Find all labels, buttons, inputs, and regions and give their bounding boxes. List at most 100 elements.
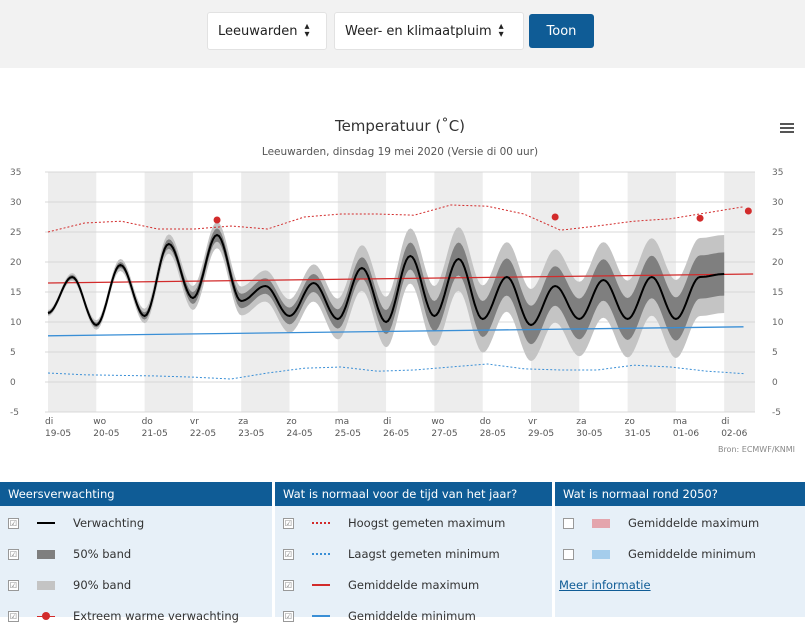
- legend-label: Laagst gemeten minimum: [348, 547, 500, 561]
- extreme-warm-point: [551, 213, 559, 221]
- legend-forecast-header: Weersverwachting: [0, 482, 272, 506]
- y-tick-label-right: 0: [772, 378, 778, 388]
- avg-min-line: [47, 326, 744, 337]
- x-tick-date: 22-05: [190, 429, 216, 439]
- x-tick-date: 28-05: [480, 429, 506, 439]
- highest-max-line: [47, 204, 744, 233]
- legend-item-band50[interactable]: ☑ 50% band: [0, 544, 131, 564]
- checkbox-icon[interactable]: ☑: [283, 610, 294, 622]
- x-tick-date: 19-05: [45, 429, 71, 439]
- band-symbol-icon: [592, 518, 614, 528]
- select-arrows-icon: ▴ ▾: [498, 21, 504, 40]
- x-tick-day: zo: [625, 417, 636, 427]
- chart-credit: Bron: ECMWF/KNMI: [718, 445, 795, 454]
- checkbox-icon[interactable]: ☑: [8, 610, 19, 622]
- checkbox-icon[interactable]: ☑: [8, 548, 19, 560]
- checkbox-icon[interactable]: ☑: [283, 517, 294, 529]
- x-tick-day: zo: [287, 417, 298, 427]
- y-tick-label-right: -5: [772, 408, 781, 418]
- x-tick-day: wo: [93, 417, 106, 427]
- checkbox-icon[interactable]: ☑: [283, 579, 294, 591]
- extreme-warm-point: [213, 216, 221, 224]
- y-tick-label-right: 35: [772, 168, 783, 178]
- checkbox-icon[interactable]: ☑: [283, 548, 294, 560]
- legend-item-avg-min[interactable]: ☑ Gemiddelde minimum: [275, 606, 476, 626]
- y-tick-label-left: 10: [10, 318, 22, 328]
- legend-label: Extreem warme verwachting: [73, 609, 239, 623]
- view-select-value: Weer- en klimaatpluim: [345, 23, 492, 39]
- line-symbol-icon: [37, 518, 59, 528]
- x-tick-date: 26-05: [383, 429, 409, 439]
- x-tick-day: do: [142, 417, 154, 427]
- legend-item-future-max[interactable]: Gemiddelde maximum: [555, 513, 759, 533]
- checkbox-icon[interactable]: ☑: [8, 579, 19, 591]
- y-tick-label-left: 15: [10, 288, 21, 298]
- x-tick-day: ma: [335, 417, 349, 427]
- checkbox-icon[interactable]: ☑: [8, 517, 19, 529]
- chart-subtitle: Leeuwarden, dinsdag 19 mei 2020 (Versie …: [262, 146, 538, 158]
- legend-item-band90[interactable]: ☑ 90% band: [0, 575, 131, 595]
- legend-panel: Weersverwachting ☑ Verwachting ☑ 50% ban…: [0, 482, 805, 623]
- y-tick-label-right: 5: [772, 348, 778, 358]
- band-symbol-icon: [37, 580, 59, 590]
- legend-item-lowest-min[interactable]: ☑ Laagst gemeten minimum: [275, 544, 500, 564]
- select-arrows-icon: ▴ ▾: [304, 21, 310, 40]
- checkbox-icon[interactable]: [563, 548, 574, 560]
- legend-item-highest-max[interactable]: ☑ Hoogst gemeten maximum: [275, 513, 505, 533]
- line-symbol-icon: [312, 580, 334, 590]
- x-tick-day: di: [721, 417, 729, 427]
- x-tick-date: 29-05: [528, 429, 554, 439]
- legend-2050-header: Wat is normaal rond 2050?: [555, 482, 805, 506]
- x-tick-date: 20-05: [93, 429, 119, 439]
- x-tick-date: 24-05: [287, 429, 313, 439]
- location-select-value: Leeuwarden: [218, 23, 298, 39]
- legend-label: Gemiddelde maximum: [628, 516, 760, 530]
- x-tick-date: 31-05: [625, 429, 651, 439]
- show-button[interactable]: Toon: [529, 14, 594, 48]
- temperature-chart: Temperatuur (˚C) Leeuwarden, dinsdag 19 …: [0, 110, 805, 460]
- x-tick-date: 25-05: [335, 429, 361, 439]
- legend-label: Gemiddelde maximum: [348, 578, 480, 592]
- x-tick-day: di: [383, 417, 391, 427]
- y-tick-label-left: 30: [10, 198, 22, 208]
- x-tick-date: 27-05: [431, 429, 457, 439]
- band-symbol-icon: [592, 549, 614, 559]
- legend-normal-header: Wat is normaal voor de tijd van het jaar…: [275, 482, 552, 506]
- dotted-line-symbol-icon: [312, 518, 334, 528]
- y-tick-label-left: 35: [10, 168, 21, 178]
- top-controls-bar: Leeuwarden ▴ ▾ Weer- en klimaatpluim ▴ ▾ T…: [0, 0, 805, 68]
- dot-symbol-icon: [37, 611, 59, 621]
- hamburger-menu-icon[interactable]: [780, 123, 794, 133]
- legend-item-extreme[interactable]: ☑ Extreem warme verwachting: [0, 606, 239, 626]
- y-tick-label-left: 5: [10, 348, 16, 358]
- dotted-line-symbol-icon: [312, 549, 334, 559]
- x-tick-date: 21-05: [142, 429, 168, 439]
- x-tick-day: vr: [528, 417, 537, 427]
- legend-label: 50% band: [73, 547, 132, 561]
- more-info-link[interactable]: Meer informatie: [559, 578, 651, 592]
- y-tick-label-right: 10: [772, 318, 784, 328]
- y-tick-label-right: 15: [772, 288, 783, 298]
- legend-item-forecast[interactable]: ☑ Verwachting: [0, 513, 144, 533]
- checkbox-icon[interactable]: [563, 517, 574, 529]
- legend-item-future-min[interactable]: Gemiddelde minimum: [555, 544, 756, 564]
- y-tick-label-left: 20: [10, 258, 22, 268]
- chart-svg: Temperatuur (˚C) Leeuwarden, dinsdag 19 …: [10, 117, 795, 454]
- y-tick-label-left: -5: [10, 408, 19, 418]
- band-90: [48, 221, 725, 361]
- x-tick-day: do: [480, 417, 492, 427]
- view-select[interactable]: Weer- en klimaatpluim ▴ ▾: [334, 12, 524, 50]
- legend-label: Hoogst gemeten maximum: [348, 516, 506, 530]
- legend-label: Gemiddelde minimum: [628, 547, 756, 561]
- x-tick-date: 30-05: [576, 429, 602, 439]
- x-tick-day: wo: [431, 417, 444, 427]
- chart-title: Temperatuur (˚C): [334, 117, 465, 135]
- lowest-min-line: [47, 363, 744, 380]
- legend-normal-column: Wat is normaal voor de tijd van het jaar…: [275, 482, 552, 623]
- location-select[interactable]: Leeuwarden ▴ ▾: [207, 12, 327, 50]
- x-tick-day: za: [576, 417, 586, 427]
- legend-item-avg-max[interactable]: ☑ Gemiddelde maximum: [275, 575, 479, 595]
- y-tick-label-left: 0: [10, 378, 16, 388]
- y-tick-label-left: 25: [10, 228, 21, 238]
- x-tick-day: di: [45, 417, 53, 427]
